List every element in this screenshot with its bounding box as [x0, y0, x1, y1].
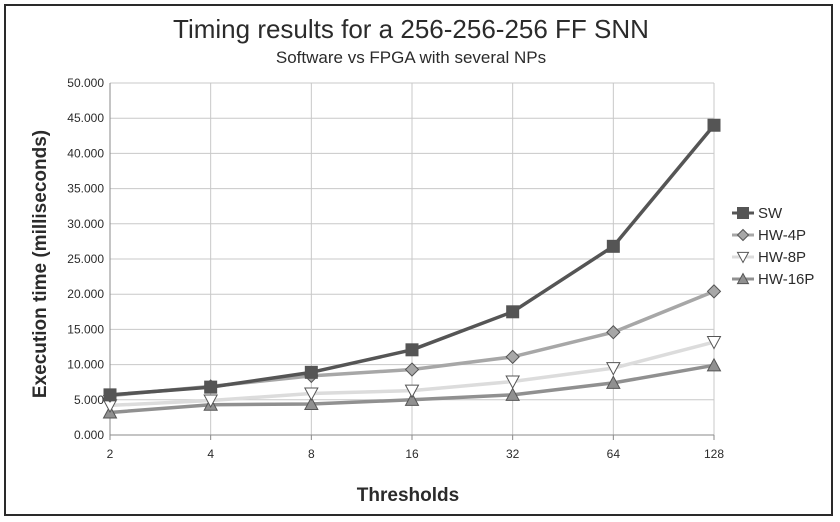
- data-point: [606, 325, 621, 340]
- data-point: [505, 387, 521, 401]
- y-tick-label: 40.000: [67, 146, 104, 160]
- data-point: [606, 239, 620, 253]
- y-axis-label: Execution time (milliseconds): [30, 130, 51, 398]
- data-point: [605, 375, 621, 389]
- data-point: [706, 357, 722, 372]
- tick-labels: 0.000 5.000 10.000 15.000 20.000 25.000 30.000…: [67, 76, 724, 461]
- data-point: [203, 394, 219, 409]
- x-tick-label: 2: [107, 447, 114, 461]
- legend-swatch-marker: [736, 251, 750, 264]
- chart-title: Timing results for a 256-256-256 FF SNN: [173, 14, 649, 44]
- data-point: [505, 349, 520, 365]
- line-chart: Timing results for a 256-256-256 FF SNN …: [30, 14, 814, 506]
- y-tick-label: 50.000: [67, 76, 104, 90]
- data-point: [103, 388, 117, 402]
- legend-label: SW: [758, 205, 783, 222]
- y-tick-label: 25.000: [67, 252, 104, 266]
- legend-label: HW-16P: [758, 271, 814, 288]
- data-point: [706, 284, 722, 299]
- series-markers: [102, 118, 722, 419]
- x-tick-label: 8: [308, 447, 315, 461]
- y-tick-label: 45.000: [67, 111, 104, 125]
- y-tick-label: 15.000: [67, 322, 104, 336]
- data-point: [706, 336, 722, 350]
- x-tick-label: 4: [207, 447, 214, 461]
- chart-subtitle: Software vs FPGA with several NPs: [276, 48, 546, 67]
- data-point: [204, 380, 218, 394]
- x-tick-label: 64: [607, 447, 621, 461]
- legend: SW HW-4P HW-8P HW-16P: [732, 205, 814, 288]
- data-point: [303, 387, 319, 402]
- x-tick-label: 128: [704, 447, 724, 461]
- data-point: [605, 362, 621, 376]
- legend-swatch-marker: [736, 228, 750, 242]
- data-point: [404, 384, 420, 399]
- x-axis-label: Thresholds: [357, 485, 459, 506]
- chart-frame: Timing results for a 256-256-256 FF SNN …: [4, 4, 833, 516]
- legend-label: HW-4P: [758, 227, 806, 244]
- legend-swatch-marker: [737, 207, 749, 219]
- data-point: [405, 343, 419, 357]
- axes: [109, 83, 715, 440]
- data-point: [505, 375, 521, 390]
- y-tick-label: 0.000: [74, 428, 104, 442]
- legend-label: HW-8P: [758, 249, 806, 266]
- y-tick-label: 35.000: [67, 182, 104, 196]
- data-point: [404, 392, 420, 406]
- data-point: [303, 396, 319, 411]
- data-point: [707, 118, 721, 132]
- x-tick-label: 32: [506, 447, 520, 461]
- y-tick-label: 30.000: [67, 217, 104, 231]
- data-point: [304, 365, 318, 379]
- legend-swatch-marker: [736, 272, 750, 285]
- y-tick-label: 10.000: [67, 358, 104, 372]
- data-point: [404, 362, 420, 377]
- y-tick-label: 5.000: [74, 393, 104, 407]
- data-point: [506, 305, 520, 319]
- x-tick-label: 16: [405, 447, 419, 461]
- y-tick-label: 20.000: [67, 287, 104, 301]
